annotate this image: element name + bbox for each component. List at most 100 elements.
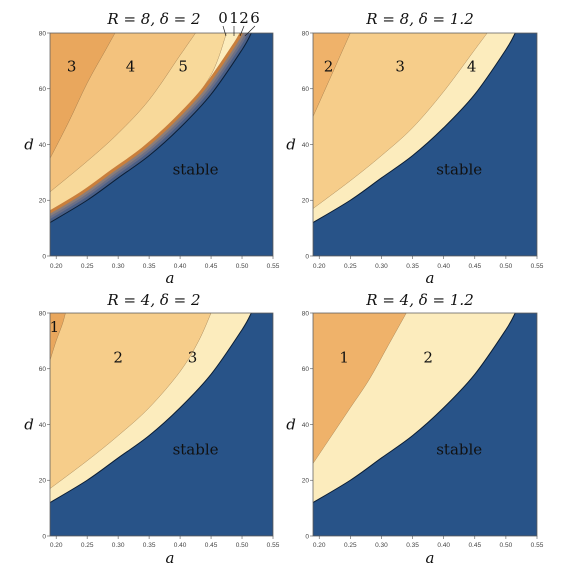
plot-area [50,313,273,536]
y-tick-label: 40 [39,142,47,149]
x-tick-label: 0.55 [531,263,544,270]
band-label-0: 0 [218,9,228,27]
x-tick-label: 0.40 [437,542,450,549]
panel-4: 0.20 0.25 0.30 0.35 0.40 0.45 0.50 0.55 0 20 40 60 8… [286,291,544,567]
y-tick-label: 20 [39,478,47,485]
region-label-1: 1 [339,349,349,367]
region-label-2: 2 [113,349,123,367]
x-tick-label: 0.40 [437,263,450,270]
stable-label: stable [436,161,482,179]
x-tick-label: 0.30 [112,263,125,270]
x-tick-label: 0.20 [50,542,63,549]
y-tick-label: 0 [42,253,46,260]
x-tick-label: 0.45 [468,263,481,270]
y-tick-label: 80 [302,310,310,317]
region-label-3: 3 [395,57,405,75]
panel-3: 0.20 0.25 0.30 0.35 0.40 0.45 0.50 0.55 0 20 40 60 8… [24,291,280,567]
region-label-5: 5 [178,57,188,75]
panel-title: R = 8, δ = 1.2 [365,10,473,28]
region-label-3: 3 [188,349,198,367]
y-tick-label: 0 [305,533,309,540]
region-1 [50,313,66,361]
band-label-6: 6 [250,9,260,27]
panel-1: 0.20 0.25 0.30 0.35 0.40 0.45 0.50 0.5502040608… [24,9,280,287]
region-label-1: 1 [50,318,60,336]
stable-label: stable [436,441,482,459]
region-label-2: 2 [423,349,433,367]
x-axis-label: a [426,549,435,567]
x-tick-label: 0.50 [500,263,513,270]
x-tick-label: 0.25 [81,542,94,549]
x-axis-label: a [166,549,175,567]
x-tick-label: 0.30 [112,542,125,549]
x-tick-label: 0.30 [375,263,388,270]
region-label-4: 4 [467,57,477,75]
y-tick-label: 40 [39,422,47,429]
x-tick-label: 0.45 [205,263,218,270]
band-callout-line [244,25,256,37]
y-tick-label: 60 [39,366,47,373]
stable-region [313,313,537,536]
x-tick-label: 0.45 [205,542,218,549]
x-tick-label: 0.55 [267,263,280,270]
x-tick-label: 0.55 [267,542,280,549]
x-tick-label: 0.35 [143,542,156,549]
band-callout-line [222,25,227,37]
y-axis-label: d [286,416,296,434]
region-2 [50,313,212,489]
region-1 [313,313,407,464]
region-2 [313,33,351,117]
band-callout-line [239,25,245,37]
y-tick-label: 20 [302,198,310,205]
x-tick-label: 0.50 [500,542,513,549]
panel-2: 0.20 0.25 0.30 0.35 0.40 0.45 0.50 0.55 0 20 40 60 8… [286,10,544,287]
y-tick-label: 40 [302,422,310,429]
x-tick-label: 0.20 [50,263,63,270]
x-tick-label: 0.20 [313,263,326,270]
stable-region [50,33,273,256]
x-tick-label: 0.45 [468,542,481,549]
x-tick-label: 0.25 [344,542,357,549]
region-3 [50,33,116,159]
region-label-3: 3 [67,57,77,75]
x-tick-label: 0.55 [531,542,544,549]
y-tick-label: 0 [42,533,46,540]
stable-label: stable [173,161,219,179]
x-tick-label: 0.30 [375,542,388,549]
y-tick-label: 20 [39,198,47,205]
panel-title: R = 4, δ = 1.2 [365,291,473,309]
x-axis-label: a [426,269,435,287]
x-tick-label: 0.20 [313,542,326,549]
panel-title: R = 4, δ = 2 [106,291,200,309]
y-tick-label: 60 [39,86,47,93]
y-tick-label: 40 [302,142,310,149]
y-tick-label: 60 [302,366,310,373]
panel-title: R = 8, δ = 2 [106,10,200,28]
region-label-4: 4 [126,57,136,75]
x-tick-label: 0.40 [174,542,187,549]
x-tick-label: 0.35 [406,263,419,270]
y-tick-label: 0 [305,253,309,260]
plot-area [313,313,537,536]
x-tick-label: 0.50 [236,542,249,549]
stable-label: stable [173,441,219,459]
region-3 [313,33,488,209]
y-axis-label: d [286,136,296,154]
stable-region [313,33,537,256]
y-tick-label: 80 [39,30,47,37]
y-axis-label: d [24,136,34,154]
x-tick-label: 0.25 [344,263,357,270]
plot-area [313,33,537,256]
y-tick-label: 80 [39,310,47,317]
stable-region [50,313,273,536]
plot-area [50,33,273,256]
band-label-2: 2 [239,9,249,27]
x-tick-label: 0.40 [174,263,187,270]
band-label-1: 1 [229,9,239,27]
y-axis-label: d [24,416,34,434]
x-tick-label: 0.50 [236,263,249,270]
x-tick-label: 0.35 [406,542,419,549]
y-tick-label: 60 [302,86,310,93]
x-tick-label: 0.35 [143,263,156,270]
y-tick-label: 20 [302,478,310,485]
